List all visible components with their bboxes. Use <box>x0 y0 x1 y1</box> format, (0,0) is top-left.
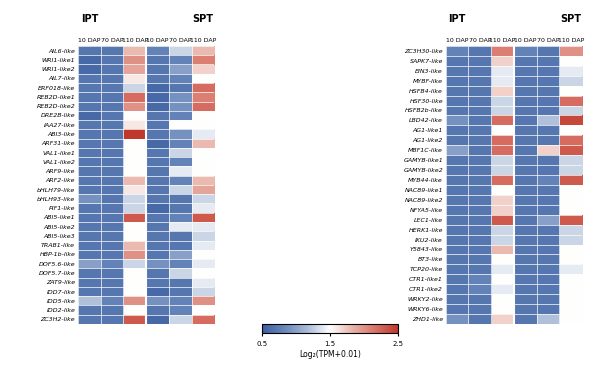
Text: IPT: IPT <box>448 14 466 24</box>
Text: SPT: SPT <box>193 14 214 24</box>
X-axis label: Log₂(TPM+0.01): Log₂(TPM+0.01) <box>299 350 361 358</box>
Text: IPT: IPT <box>80 14 98 24</box>
Text: SPT: SPT <box>560 14 581 24</box>
